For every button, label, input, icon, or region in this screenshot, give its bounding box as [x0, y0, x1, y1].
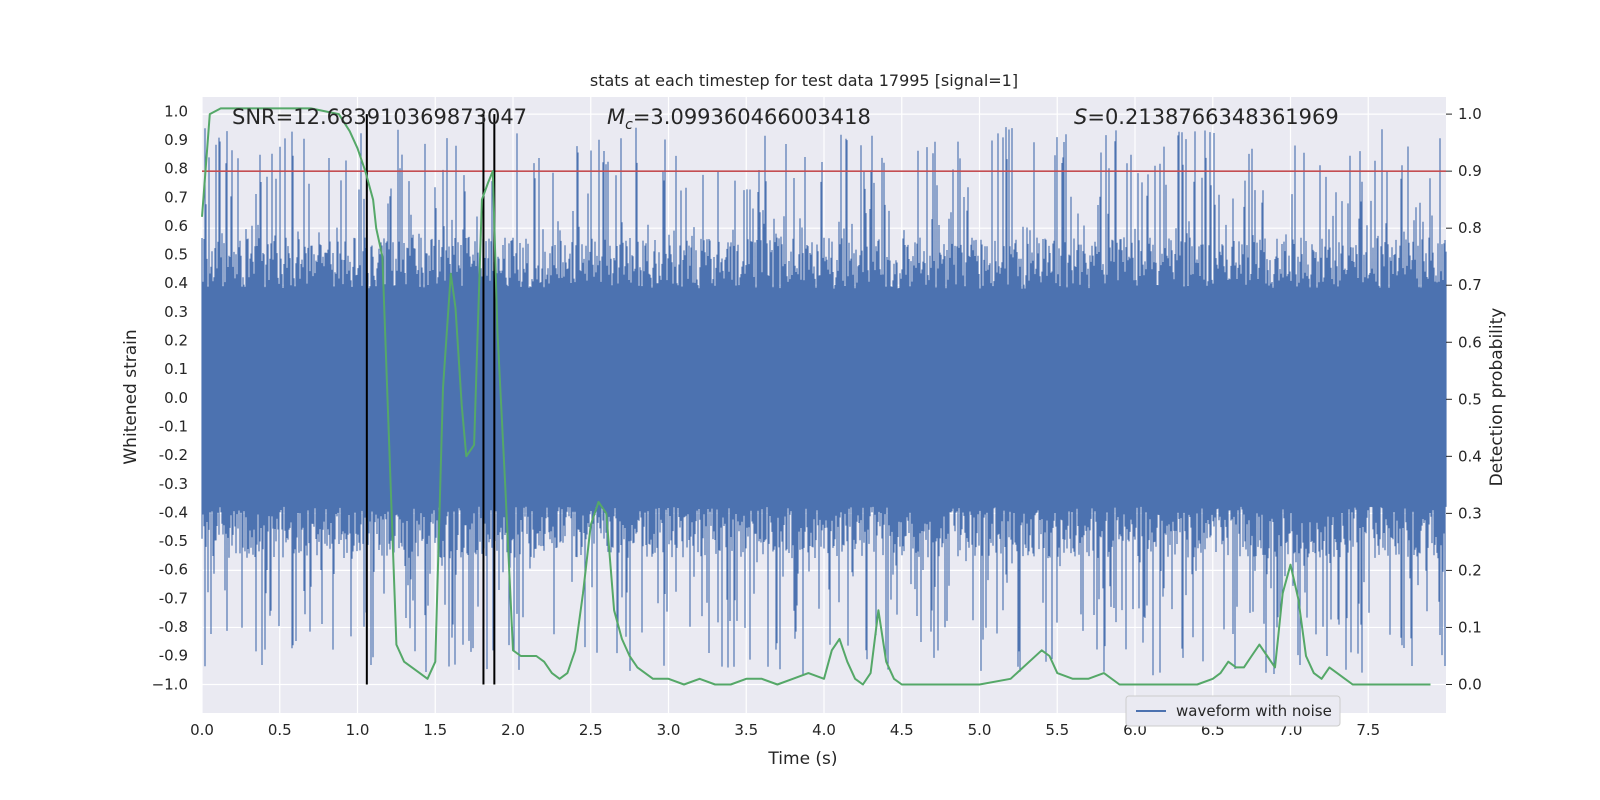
legend-label: waveform with noise [1176, 702, 1332, 720]
legend: waveform with noise [1125, 695, 1341, 727]
x-tick-label: 0.0 [190, 721, 214, 739]
y2-tick-label: 0.7 [1458, 276, 1482, 294]
s-annotation: S=0.2138766348361969 [1074, 105, 1339, 129]
y-axis-label: Whitened strain [121, 329, 141, 464]
x-tick-label: 3.0 [657, 721, 681, 739]
s-symbol: S [1074, 105, 1087, 129]
y-tick-label: -0.9 [159, 647, 188, 665]
x-tick-label: 1.5 [423, 721, 447, 739]
y-tick-label: 0.4 [164, 274, 188, 292]
y-tick-label: 1.0 [164, 102, 188, 120]
probability-series [201, 107, 1431, 686]
mc-symbol: M [607, 105, 625, 129]
y-tick-label: -0.2 [159, 446, 188, 464]
y2-tick-label: 0.6 [1458, 333, 1482, 351]
y-tick-label: −1.0 [152, 675, 188, 693]
chart-title: stats at each timestep for test data 179… [590, 71, 1018, 90]
y2-tick-label: 0.8 [1458, 219, 1482, 237]
y2-tick-label: 0.0 [1458, 675, 1482, 693]
x-tick-label: 5.5 [1045, 721, 1069, 739]
y-tick-label: 0.6 [164, 217, 188, 235]
y2-tick-label: 0.3 [1458, 504, 1482, 522]
waveform-series [201, 127, 1447, 676]
x-tick-label: 2.5 [579, 721, 603, 739]
y2-tick-label: 0.5 [1458, 390, 1482, 408]
probability-line [201, 107, 1431, 686]
y-tick-label: 0.8 [164, 160, 188, 178]
x-tick-label: 0.5 [268, 721, 292, 739]
y-axis-ticks: 1.0 0.9 0.8 0.7 0.6 0.5 0.4 0.3 0.2 0.1 0.0 -0.1 -0.… [152, 102, 188, 693]
x-tick-label: 7.5 [1356, 721, 1380, 739]
y2-tick-label: 0.9 [1458, 162, 1482, 180]
x-tick-label: 5.0 [968, 721, 992, 739]
mc-subscript: c [625, 117, 633, 133]
chirp-mass-annotation: Mc=3.099360466003418 [607, 105, 871, 133]
x-tick-label: 1.0 [346, 721, 370, 739]
y2-tick-label: 0.1 [1458, 618, 1482, 636]
y2-axis-label: Detection probability [1487, 308, 1507, 487]
y2-tick-label: 1.0 [1458, 105, 1482, 123]
y-tick-label: -0.5 [159, 532, 188, 550]
y-tick-label: 0.9 [164, 131, 188, 149]
y2-tick-label: 0.4 [1458, 447, 1482, 465]
y-tick-label: 0.5 [164, 246, 188, 264]
y2-axis-ticks: 1.0 0.9 0.8 0.7 0.6 0.5 0.4 0.3 0.2 0.1 0.0 [1446, 105, 1482, 693]
y-tick-label: -0.4 [159, 503, 188, 521]
x-tick-label: 4.5 [890, 721, 914, 739]
y-tick-label: -0.8 [159, 618, 188, 636]
y2-tick-label: 0.2 [1458, 561, 1482, 579]
x-axis-label: Time (s) [767, 749, 837, 769]
x-tick-label: 3.5 [734, 721, 758, 739]
y-tick-label: -0.6 [159, 561, 188, 579]
y-tick-label: -0.1 [159, 417, 188, 435]
y-tick-label: 0.3 [164, 303, 188, 321]
y-tick-label: -0.3 [159, 475, 188, 493]
y-tick-label: 0.1 [164, 360, 188, 378]
y-tick-label: 0.7 [164, 188, 188, 206]
x-tick-label: 4.0 [812, 721, 836, 739]
y-tick-label: 0.2 [164, 332, 188, 350]
waveform-trace [201, 127, 1447, 676]
snr-annotation: SNR=12.683910369873047 [232, 105, 527, 129]
mc-value: =3.099360466003418 [633, 105, 871, 129]
x-tick-label: 2.0 [501, 721, 525, 739]
s-value: =0.2138766348361969 [1087, 105, 1338, 129]
y-tick-label: 0.0 [164, 389, 188, 407]
legend-box [1125, 695, 1341, 727]
y-tick-label: -0.7 [159, 589, 188, 607]
